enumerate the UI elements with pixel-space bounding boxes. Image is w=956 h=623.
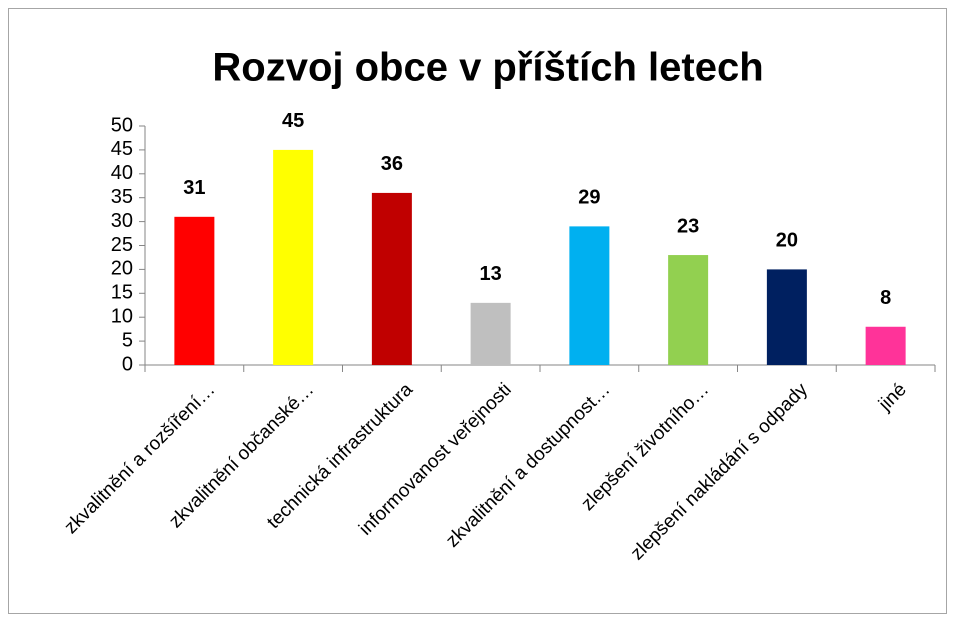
chart-title: Rozvoj obce v příštích letech <box>212 46 763 90</box>
y-tick-label: 50 <box>111 114 133 136</box>
data-label: 8 <box>880 287 891 309</box>
y-tick-label: 25 <box>111 234 133 256</box>
bar <box>569 226 610 365</box>
y-tick-label: 5 <box>122 329 133 351</box>
bar <box>766 269 807 365</box>
data-label: 29 <box>578 187 600 209</box>
data-label: 36 <box>381 153 403 175</box>
bar <box>865 326 906 365</box>
bar <box>174 216 215 365</box>
data-label: 31 <box>183 177 205 199</box>
y-tick-label: 0 <box>122 353 133 375</box>
data-label: 20 <box>776 230 798 252</box>
y-tick-label: 40 <box>111 162 133 184</box>
bar <box>273 149 314 365</box>
data-label: 23 <box>677 215 699 237</box>
y-tick-label: 20 <box>111 258 133 280</box>
bar <box>371 192 412 365</box>
data-label: 45 <box>282 110 304 132</box>
bar <box>470 302 511 365</box>
y-tick-label: 35 <box>111 186 133 208</box>
y-tick-label: 15 <box>111 282 133 304</box>
y-tick-label: 45 <box>111 138 133 160</box>
y-tick-label: 30 <box>111 210 133 232</box>
bar <box>668 255 709 365</box>
y-tick-label: 10 <box>111 305 133 327</box>
data-label: 13 <box>480 263 502 285</box>
